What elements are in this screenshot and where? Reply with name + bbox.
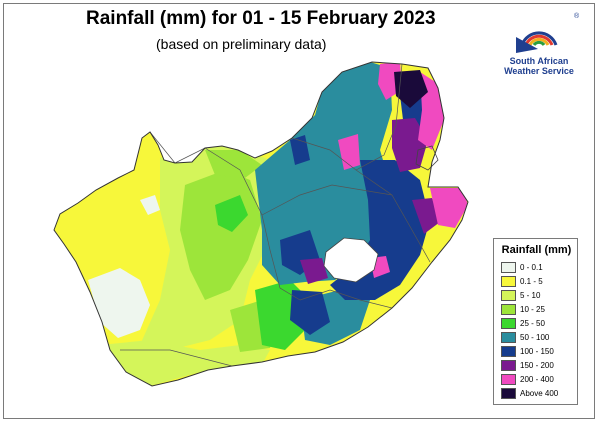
map-frame — [3, 3, 595, 419]
legend-item: 10 - 25 — [501, 304, 577, 315]
rainfall-fill — [54, 62, 468, 386]
map-title: Rainfall (mm) for 01 - 15 February 2023 — [86, 8, 436, 29]
logo-text-line1: South African — [509, 56, 569, 66]
legend-item: 0 - 0.1 — [501, 262, 577, 273]
legend-swatch — [501, 360, 516, 371]
saws-logo: ® South African Weather Service — [494, 13, 584, 77]
legend-swatch — [501, 374, 516, 385]
legend-label: 100 - 150 — [520, 347, 554, 356]
legend-label: 50 - 100 — [520, 333, 550, 342]
legend-label: 0.1 - 5 — [520, 277, 543, 286]
legend-swatch — [501, 388, 516, 399]
legend-label: 200 - 400 — [520, 375, 554, 384]
legend: Rainfall (mm) 0 - 0.1 0.1 - 5 5 - 10 10 - 2… — [493, 238, 578, 405]
legend-swatch — [501, 346, 516, 357]
map-subtitle: (based on preliminary data) — [156, 36, 327, 52]
legend-item: 25 - 50 — [501, 318, 577, 329]
legend-item: 150 - 200 — [501, 360, 577, 371]
province-borders — [120, 63, 431, 367]
legend-item: 0.1 - 5 — [501, 276, 577, 287]
legend-item: Above 400 — [501, 388, 577, 399]
legend-label: 150 - 200 — [520, 361, 554, 370]
legend-swatch — [501, 262, 516, 273]
legend-swatch — [501, 318, 516, 329]
logo-text-line2: Weather Service — [504, 66, 574, 76]
legend-label: Above 400 — [520, 389, 559, 398]
legend-swatch — [501, 290, 516, 301]
lesotho-area — [323, 237, 379, 283]
legend-label: 25 - 50 — [520, 319, 545, 328]
legend-item: 50 - 100 — [501, 332, 577, 343]
legend-label: 0 - 0.1 — [520, 263, 543, 272]
legend-item: 5 - 10 — [501, 290, 577, 301]
legend-swatch — [501, 332, 516, 343]
eswatini-border — [415, 145, 439, 171]
legend-title: Rainfall (mm) — [501, 244, 572, 256]
legend-swatch — [501, 276, 516, 287]
logo-registered-mark: ® — [574, 13, 580, 20]
legend-swatch — [501, 304, 516, 315]
saws-logo-icon — [516, 31, 558, 53]
legend-label: 10 - 25 — [520, 305, 545, 314]
legend-label: 5 - 10 — [520, 291, 541, 300]
legend-item: 200 - 400 — [501, 374, 577, 385]
legend-item: 100 - 150 — [501, 346, 577, 357]
country-outline — [53, 61, 469, 387]
